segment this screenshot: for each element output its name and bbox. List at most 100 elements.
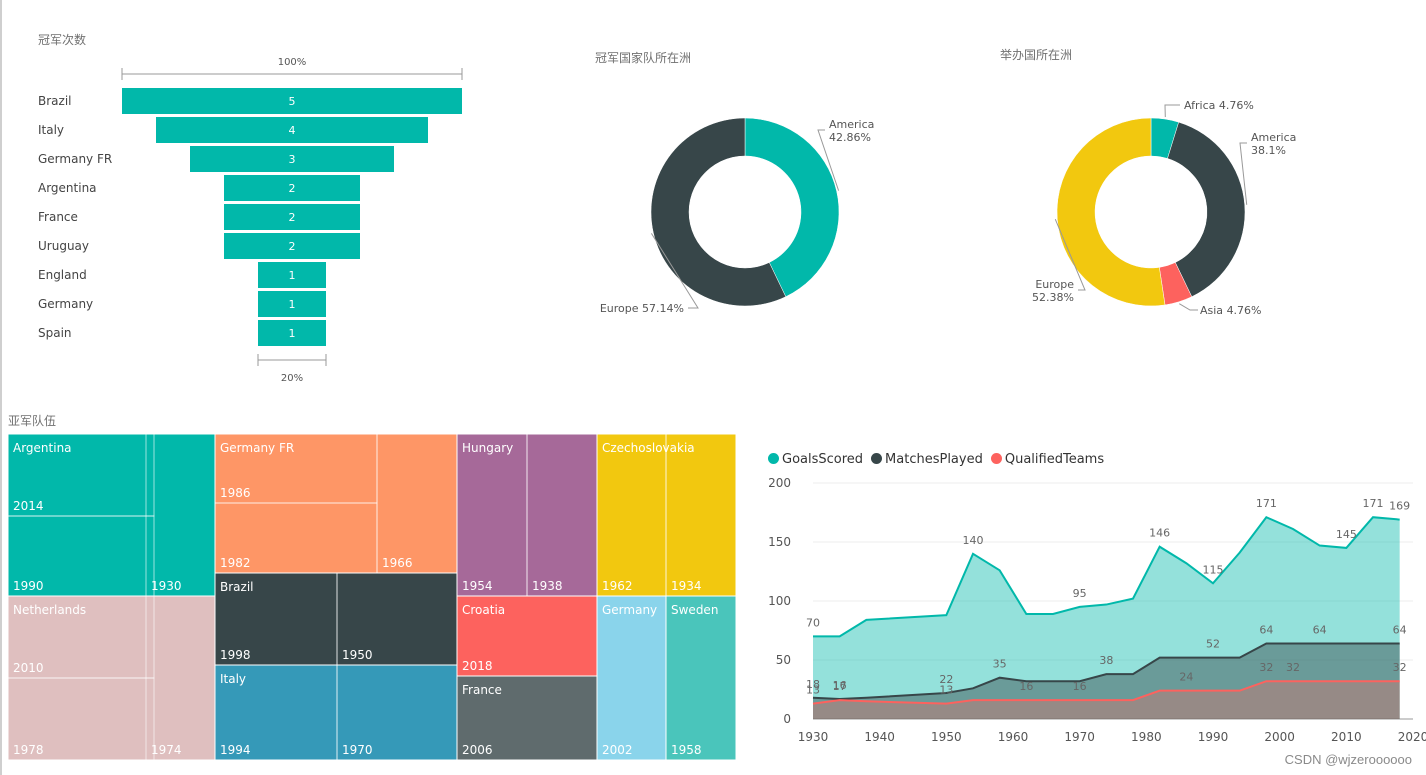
treemap-group — [665, 595, 737, 761]
treemap-year-label: 1986 — [220, 486, 251, 500]
legend-dot-goals — [768, 453, 779, 464]
area-xtick-label: 1980 — [1131, 730, 1162, 744]
funnel-category-label: France — [38, 210, 78, 224]
donut-label-name: Europe — [600, 302, 642, 315]
donut-percent: 38.1% — [1251, 144, 1286, 157]
funnel-category-label: England — [38, 268, 87, 282]
donut-label: America — [1251, 131, 1296, 144]
treemap-group — [456, 675, 598, 761]
area-data-label: 32 — [1259, 661, 1273, 674]
treemap-group — [456, 595, 598, 677]
area-data-label: 16 — [1073, 680, 1087, 693]
treemap-cell — [665, 595, 737, 761]
funnel-bar-value: 2 — [289, 240, 296, 253]
legend-item-matches[interactable]: MatchesPlayed — [871, 452, 983, 467]
treemap-group-label: Hungary — [462, 441, 513, 455]
area-data-label: 18 — [806, 678, 820, 691]
area-line-goalsscored — [813, 515, 1400, 638]
area-xtick-label: 2020 — [1398, 730, 1426, 744]
treemap-group-label: Germany FR — [220, 441, 294, 455]
donut-slice — [744, 117, 840, 298]
funnel-bar-value: 5 — [289, 95, 296, 108]
area-data-label: 32 — [1286, 661, 1300, 674]
area-data-label: 64 — [1313, 623, 1327, 636]
donut-leader-line — [817, 129, 840, 191]
funnel-bar — [224, 233, 360, 259]
treemap-year-label: 1966 — [382, 556, 413, 570]
funnel-category-label: Spain — [38, 326, 72, 340]
area-data-label: 95 — [1073, 587, 1087, 600]
treemap-year-label: 2014 — [13, 499, 44, 513]
legend-label-goals: GoalsScored — [782, 452, 864, 467]
funnel-bottom-label: 20% — [281, 373, 303, 384]
donut-leader-line — [650, 233, 699, 309]
treemap-year-label: 1954 — [462, 579, 493, 593]
funnel-top-label: 100% — [278, 57, 307, 68]
legend-dot-matches — [871, 453, 883, 464]
area-data-label: 64 — [1259, 623, 1273, 636]
treemap-year-label: 1950 — [342, 648, 373, 662]
donut-percent: 4.76% — [1227, 304, 1262, 317]
legend-item-teams[interactable]: QualifiedTeams — [990, 452, 1104, 467]
donut-percent: 57.14% — [642, 302, 684, 315]
area-ytick-label: 50 — [776, 653, 791, 667]
donut-label: Asia 4.76% — [1200, 304, 1262, 317]
donut-leader-line — [1179, 303, 1198, 311]
treemap-group — [214, 572, 458, 666]
donut-champions-title: 冠军国家队所在洲 — [595, 51, 692, 65]
area-data-label: 24 — [1179, 671, 1193, 684]
area-xtick-label: 2000 — [1264, 730, 1295, 744]
treemap-group-label: Sweden — [671, 603, 718, 617]
area-data-label: 146 — [1149, 527, 1170, 540]
funnel-bar-value: 2 — [289, 182, 296, 195]
area-data-label: 35 — [993, 658, 1007, 671]
funnel-bar-value: 1 — [289, 327, 296, 340]
area-ytick-label: 150 — [768, 535, 791, 549]
treemap-group-label: Brazil — [220, 580, 254, 594]
watermark: CSDN @wjzeroooooo — [1284, 752, 1412, 767]
page-left-border — [0, 0, 2, 775]
treemap-group-label: France — [462, 683, 502, 697]
treemap-group-label: Croatia — [462, 603, 505, 617]
area-line-matchesplayed — [812, 642, 1400, 700]
area-line-qualifiedteams — [812, 680, 1400, 705]
funnel-bar-value: 2 — [289, 211, 296, 224]
area-data-label: 16 — [833, 679, 847, 692]
donut-percent: 42.86% — [829, 131, 871, 144]
area-data-label: 140 — [963, 534, 984, 547]
legend-item-goals[interactable]: GoalsScored — [768, 452, 863, 467]
area-data-label: 16 — [1019, 680, 1033, 693]
funnel-bar-value: 1 — [289, 298, 296, 311]
funnel-bar — [224, 175, 360, 201]
funnel-bar — [156, 117, 428, 143]
area-xtick-label: 2010 — [1331, 730, 1362, 744]
treemap-group — [214, 664, 458, 761]
funnel-category-label: Germany FR — [38, 152, 112, 166]
area-xtick-label: 1930 — [798, 730, 829, 744]
treemap-title: 亚军队伍 — [8, 414, 57, 428]
donut-hosts-title: 举办国所在洲 — [1000, 48, 1073, 62]
funnel-bar-value: 3 — [289, 153, 296, 166]
treemap-chart[interactable]: 2014 1990 1930 Argentina 2010 1978 1974 Netherl… — [0, 430, 740, 765]
donut-label-name: Asia — [1200, 304, 1227, 317]
area-data-label: 169 — [1389, 500, 1410, 513]
funnel-category-label: Uruguay — [38, 239, 89, 253]
area-data-label: 17 — [833, 680, 847, 693]
area-legend: GoalsScored MatchesPlayed QualifiedTeams — [768, 452, 1112, 467]
funnel-bar — [190, 146, 394, 172]
area-chart[interactable]: 0 50 100 150 200 1930 1940 1950 1960 1970 1980 1990… — [740, 470, 1426, 770]
area-xtick-label: 1950 — [931, 730, 962, 744]
donut-label: Africa 4.76% — [1184, 99, 1254, 112]
area-ytick-label: 100 — [768, 594, 791, 608]
area-xtick-label: 1970 — [1064, 730, 1095, 744]
area-ytick-label: 200 — [768, 476, 791, 490]
donut-slice — [1167, 121, 1246, 298]
donut-percent: 52.38% — [1032, 291, 1074, 304]
funnel-chart[interactable]: 100% 5 Brazil 4 Italy 3 Germany FR 2 Argentina 2 F… — [0, 50, 500, 390]
funnel-category-label: Italy — [38, 123, 64, 137]
area-data-label: 32 — [1393, 661, 1407, 674]
area-fill-matchesplayed — [813, 643, 1400, 719]
donut-slice — [650, 117, 787, 307]
